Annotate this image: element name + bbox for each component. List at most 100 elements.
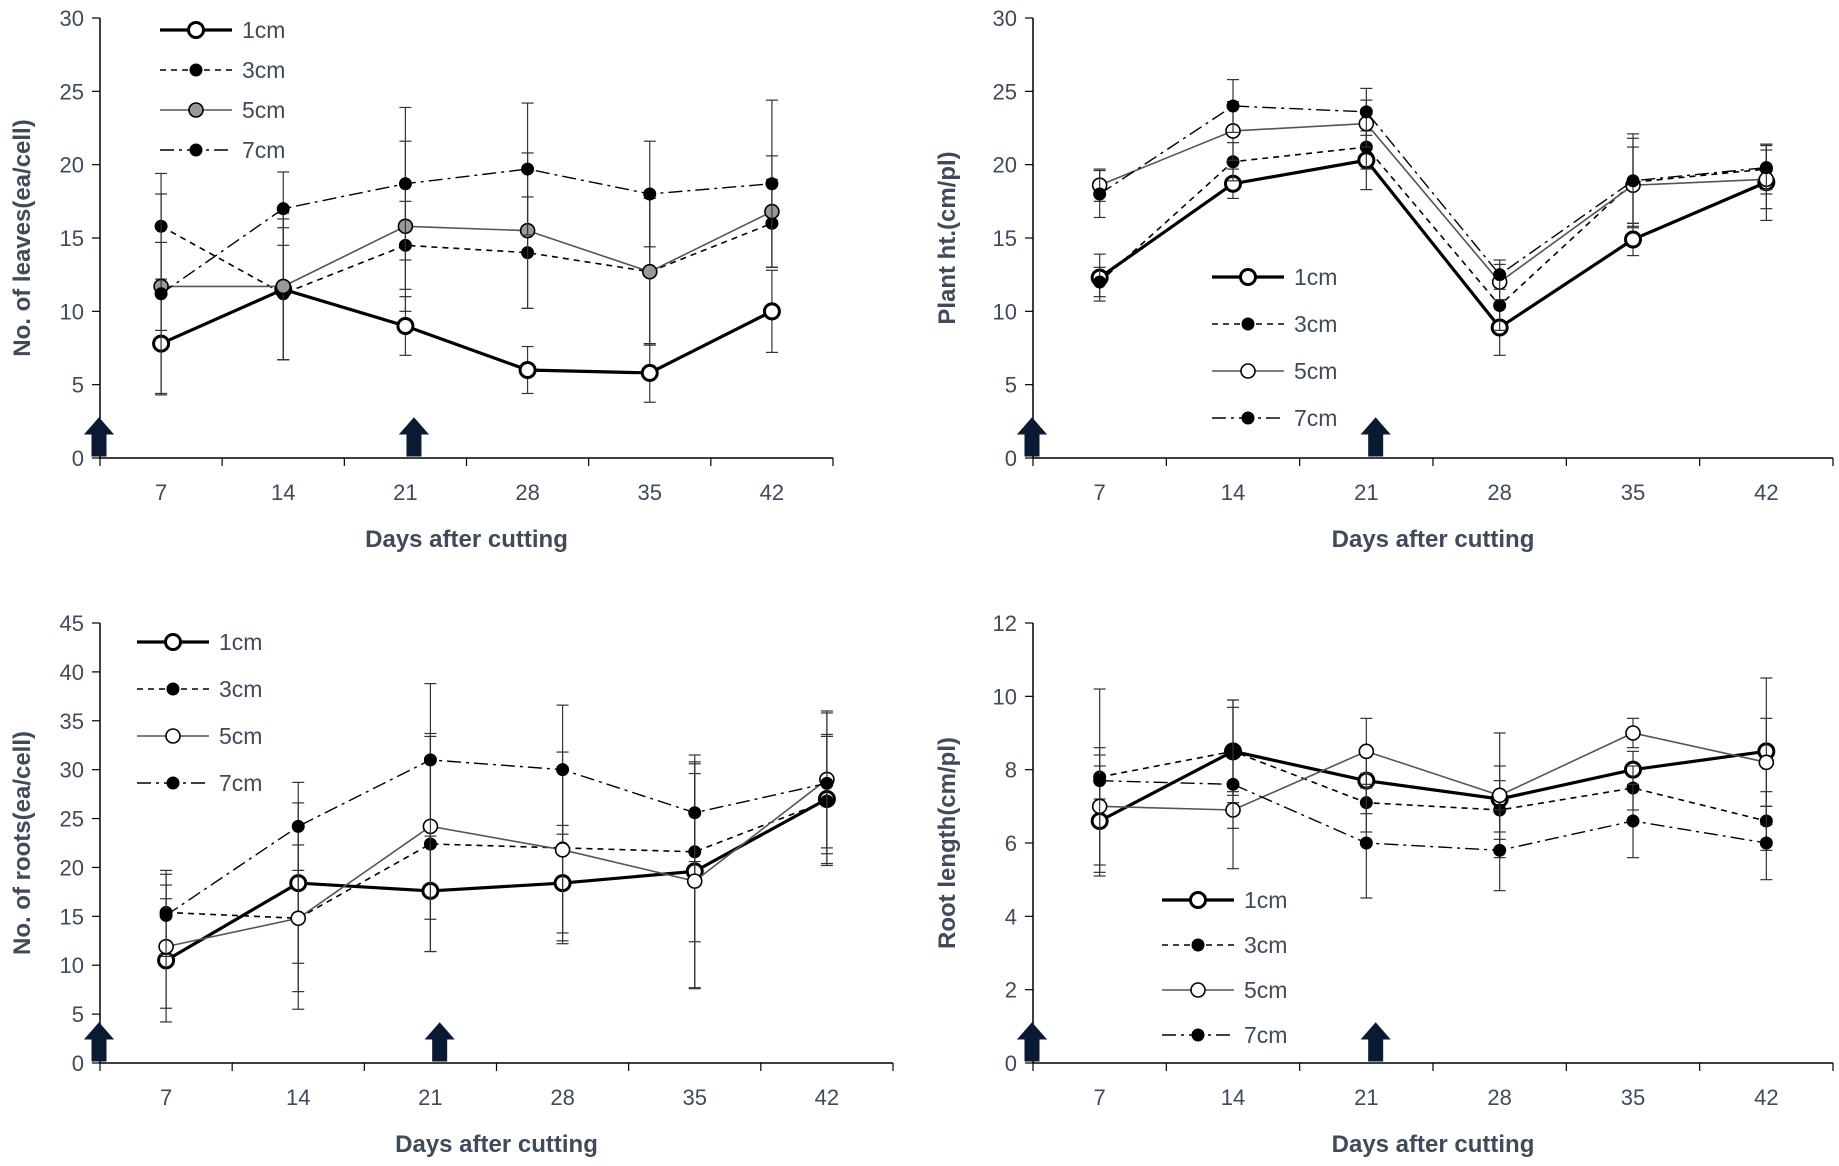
data-point [1093,187,1107,201]
data-point [1759,836,1773,850]
x-tick-label: 28 [1487,1085,1511,1110]
legend-label: 5cm [219,723,262,749]
legend-label: 5cm [1244,977,1287,1003]
legend-label: 7cm [1244,1022,1287,1048]
x-tick-label: 7 [160,1085,172,1110]
legend-marker [188,102,204,118]
legend-label: 5cm [242,97,285,123]
arrow-shape [83,417,115,457]
legend-marker [189,143,203,157]
chart-panel-leaves: 0 5 10 15 20 25 30 7 14 21 28 35 42 Days after cuttin… [9,6,834,553]
x-tick-label: 14 [1221,480,1245,505]
y-tick-label: 10 [60,299,84,324]
y-tick-label: 30 [60,6,84,31]
data-point [643,187,657,201]
data-point [396,317,415,335]
y-tick-label: 25 [60,79,84,104]
data-point [765,177,779,191]
data-point [554,842,571,858]
treatment-arrow-icon [1360,1022,1391,1062]
legend-label: 3cm [1294,311,1337,337]
x-tick-label: 21 [1354,480,1378,505]
x-tick-label: 42 [1754,480,1778,505]
x-tick-label: 42 [1754,1085,1778,1110]
x-tick-label: 35 [1621,1085,1645,1110]
series-line [165,797,828,962]
legend: 1cm 3cm 5cm 7cm [160,17,285,163]
y-tick-label: 4 [1005,904,1017,929]
treatment-arrow-icon [1016,417,1048,457]
y-tick-label: 10 [60,953,84,978]
y-tick-label: 12 [993,611,1017,636]
legend-marker [166,776,180,790]
y-axis-label: No. of roots(ea/cell) [9,731,36,955]
arrow-shape [1360,417,1391,457]
y-tick-label: 45 [60,611,84,636]
data-point [518,361,537,379]
legend: 1cm 3cm 5cm 7cm [137,629,262,796]
series-7cm [1093,688,1773,899]
y-tick-label: 10 [993,299,1017,324]
series-7cm [1093,78,1773,290]
y-tick-label: 0 [72,446,84,471]
series-3cm [1093,124,1773,331]
legend-marker [1189,891,1207,909]
data-point [1226,777,1240,791]
x-tick-label: 21 [418,1085,442,1110]
y-tick-label: 35 [60,709,84,734]
series-line [1099,732,1767,811]
x-axis-label: Days after cutting [365,526,568,553]
x-tick-label: 7 [1094,1085,1106,1110]
legend-marker [164,633,182,651]
series-1cm [1090,130,1776,356]
series-line [160,287,773,375]
y-axis-label: No. of leaves(ea/cell) [9,119,36,356]
legend-label: 3cm [219,676,262,702]
legend-marker [165,728,181,744]
data-point [291,819,305,833]
y-tick-label: 5 [72,373,84,398]
data-point [640,363,659,382]
data-point [159,908,173,922]
series-5cm [1091,99,1775,301]
y-tick-label: 20 [993,153,1017,178]
treatment-arrow-icon [1016,1022,1048,1062]
data-point [1626,174,1640,188]
legend-label: 7cm [1294,405,1337,431]
legend-marker [166,682,180,696]
y-tick-label: 0 [1005,446,1017,471]
legend-marker [1191,1028,1205,1042]
legend-label: 1cm [1244,887,1287,913]
legend-marker [1240,363,1256,379]
treatment-arrow-icon [83,1022,115,1062]
series-line [161,210,773,288]
data-point [290,910,307,927]
data-point [275,278,292,295]
x-tick-label: 14 [1221,1085,1245,1110]
data-point [762,302,781,321]
x-tick-label: 35 [683,1085,707,1110]
data-point [688,806,702,820]
data-point [1491,787,1508,804]
y-tick-label: 0 [1005,1051,1017,1076]
arrow-shape [424,1022,455,1062]
legend-marker [187,21,205,39]
series-line [1098,158,1767,330]
legend-marker [1190,982,1206,998]
x-axis-label: Days after cutting [395,1131,598,1158]
legend-marker [189,63,203,77]
series-3cm [1093,706,1773,851]
series-line [1099,105,1767,276]
data-point [820,776,834,790]
data-point [686,873,703,889]
treatment-arrow-icon [424,1022,455,1062]
y-tick-label: 10 [993,684,1017,709]
arrow-shape [83,1022,115,1062]
y-tick-label: 40 [60,660,84,685]
data-point [154,287,168,301]
y-tick-label: 2 [1005,978,1017,1003]
series-line [165,778,828,948]
legend-marker [1241,411,1255,425]
legend-marker [1241,317,1255,331]
x-tick-label: 35 [638,480,662,505]
